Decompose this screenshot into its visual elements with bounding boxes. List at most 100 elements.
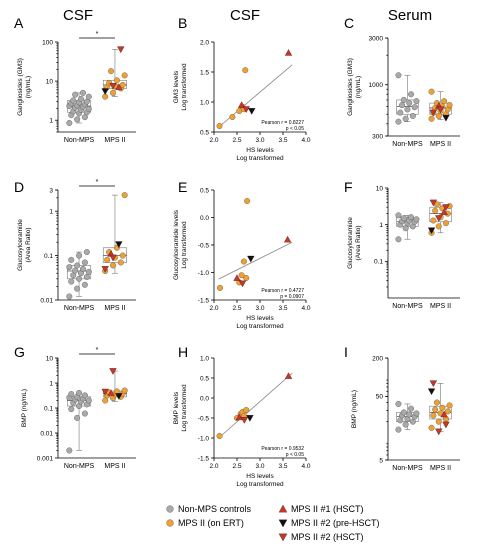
data-point (66, 264, 73, 271)
data-point (406, 100, 413, 107)
x-tick-label: 2.5 (232, 305, 241, 312)
data-point (119, 81, 126, 88)
category-label: MPS II (430, 141, 451, 148)
data-point (113, 77, 120, 84)
data-point (440, 208, 448, 215)
category-label: MPS II (430, 303, 451, 310)
data-point (409, 418, 416, 425)
stat-label: p = 0.0907 (280, 294, 304, 300)
data-point (432, 207, 439, 214)
data-point (115, 83, 123, 91)
data-point (74, 414, 81, 421)
data-point (101, 88, 109, 95)
y-tick-label: 1000 (369, 82, 384, 89)
data-point (400, 409, 407, 416)
data-point (101, 266, 109, 273)
data-point (399, 102, 406, 109)
y-tick-label: 0.5 (200, 375, 209, 382)
y-tick-label: 1 (49, 208, 53, 215)
data-point (85, 397, 92, 404)
data-point (429, 109, 438, 117)
data-point (74, 262, 81, 269)
y-tick-label: 10 (46, 78, 54, 85)
data-point (435, 428, 443, 436)
panel-letter-c: C (344, 15, 354, 31)
data-point (436, 106, 445, 114)
data-point (395, 212, 402, 219)
y-tick-label: 3000 (369, 35, 384, 42)
data-point (395, 118, 402, 125)
category-label: MPS II (430, 465, 451, 472)
data-point (101, 388, 109, 396)
legend-marker (278, 519, 288, 528)
data-point (243, 407, 250, 414)
legend-marker (166, 519, 174, 527)
y-tick-label: 0.1 (44, 253, 53, 260)
legend-label: Non-MPS controls (178, 504, 252, 514)
y-axis-label: (ng/mL) (25, 76, 32, 98)
panel-f: F 0.1 1 10 Glucosylceramide (Area Ratio) Non-M… (344, 179, 460, 310)
data-point (242, 106, 250, 113)
y-tick-label: 0.1 (374, 259, 383, 266)
category-label: Non-MPS (64, 137, 95, 144)
panel-letter-d: D (14, 179, 24, 195)
y-axis-label: BMP (ng/mL) (351, 390, 358, 428)
y-axis-label: Log transformed (181, 221, 188, 269)
data-point (408, 405, 415, 412)
data-point (216, 122, 223, 129)
data-point (85, 93, 92, 100)
y-axis-label: BMP (ng/mL) (21, 389, 28, 427)
panel-i: I 5 50 200 BMP (ng/mL) Non-MPS MPS II (344, 344, 460, 472)
data-point (85, 268, 92, 275)
data-point (78, 95, 85, 102)
panel-letter-a: A (14, 15, 24, 31)
x-tick-label: 3.5 (278, 137, 287, 144)
data-point (413, 216, 420, 223)
data-point (229, 113, 236, 120)
data-point (72, 267, 79, 274)
x-axis-label: HS levels (246, 147, 274, 154)
y-tick-label: 1.0 (200, 355, 209, 362)
data-point (395, 236, 402, 243)
data-point (83, 249, 90, 256)
y-axis-label: Glucosylceramide (347, 217, 354, 269)
y-tick-label: 0.0 (200, 215, 209, 222)
x-axis-label: HS levels (246, 473, 274, 480)
y-tick-label: 0.0 (200, 395, 209, 402)
data-point (411, 104, 418, 111)
panel-letter-g: G (14, 344, 25, 360)
panel-letter-i: I (344, 344, 348, 360)
data-point (115, 241, 123, 248)
legend-marker (166, 505, 174, 513)
x-tick-label: 3.0 (255, 305, 264, 312)
data-point (442, 421, 450, 429)
significance-mark: * (96, 31, 99, 38)
data-point (109, 368, 117, 375)
data-point (121, 387, 128, 394)
data-point (74, 285, 81, 292)
data-point (427, 388, 436, 395)
data-point (442, 204, 450, 211)
stat-label: Pearson r = 0.4727 (261, 288, 304, 294)
data-point (284, 372, 293, 379)
y-tick-label: 0.5 (200, 129, 209, 136)
data-point (406, 411, 413, 418)
x-tick-label: 2.5 (232, 137, 241, 144)
data-point (440, 410, 448, 418)
panel-d: D 0.01 0.1 1 3 Glucosylceramide (Area Ratio) No… (14, 179, 136, 312)
data-point (402, 115, 409, 122)
y-axis-label: (ng/mL) (355, 76, 362, 98)
legend-item: MPS II (on ERT) (166, 518, 244, 528)
data-point (444, 408, 451, 415)
data-point (413, 98, 420, 105)
y-axis-label: Glucosylceramide levels (173, 209, 180, 280)
data-point (283, 235, 292, 243)
data-point (66, 447, 73, 454)
data-point (85, 105, 92, 112)
title-csf-b: CSF (230, 7, 260, 24)
data-point (427, 227, 436, 235)
y-tick-label: 0.01 (40, 297, 53, 304)
data-point (109, 83, 117, 90)
